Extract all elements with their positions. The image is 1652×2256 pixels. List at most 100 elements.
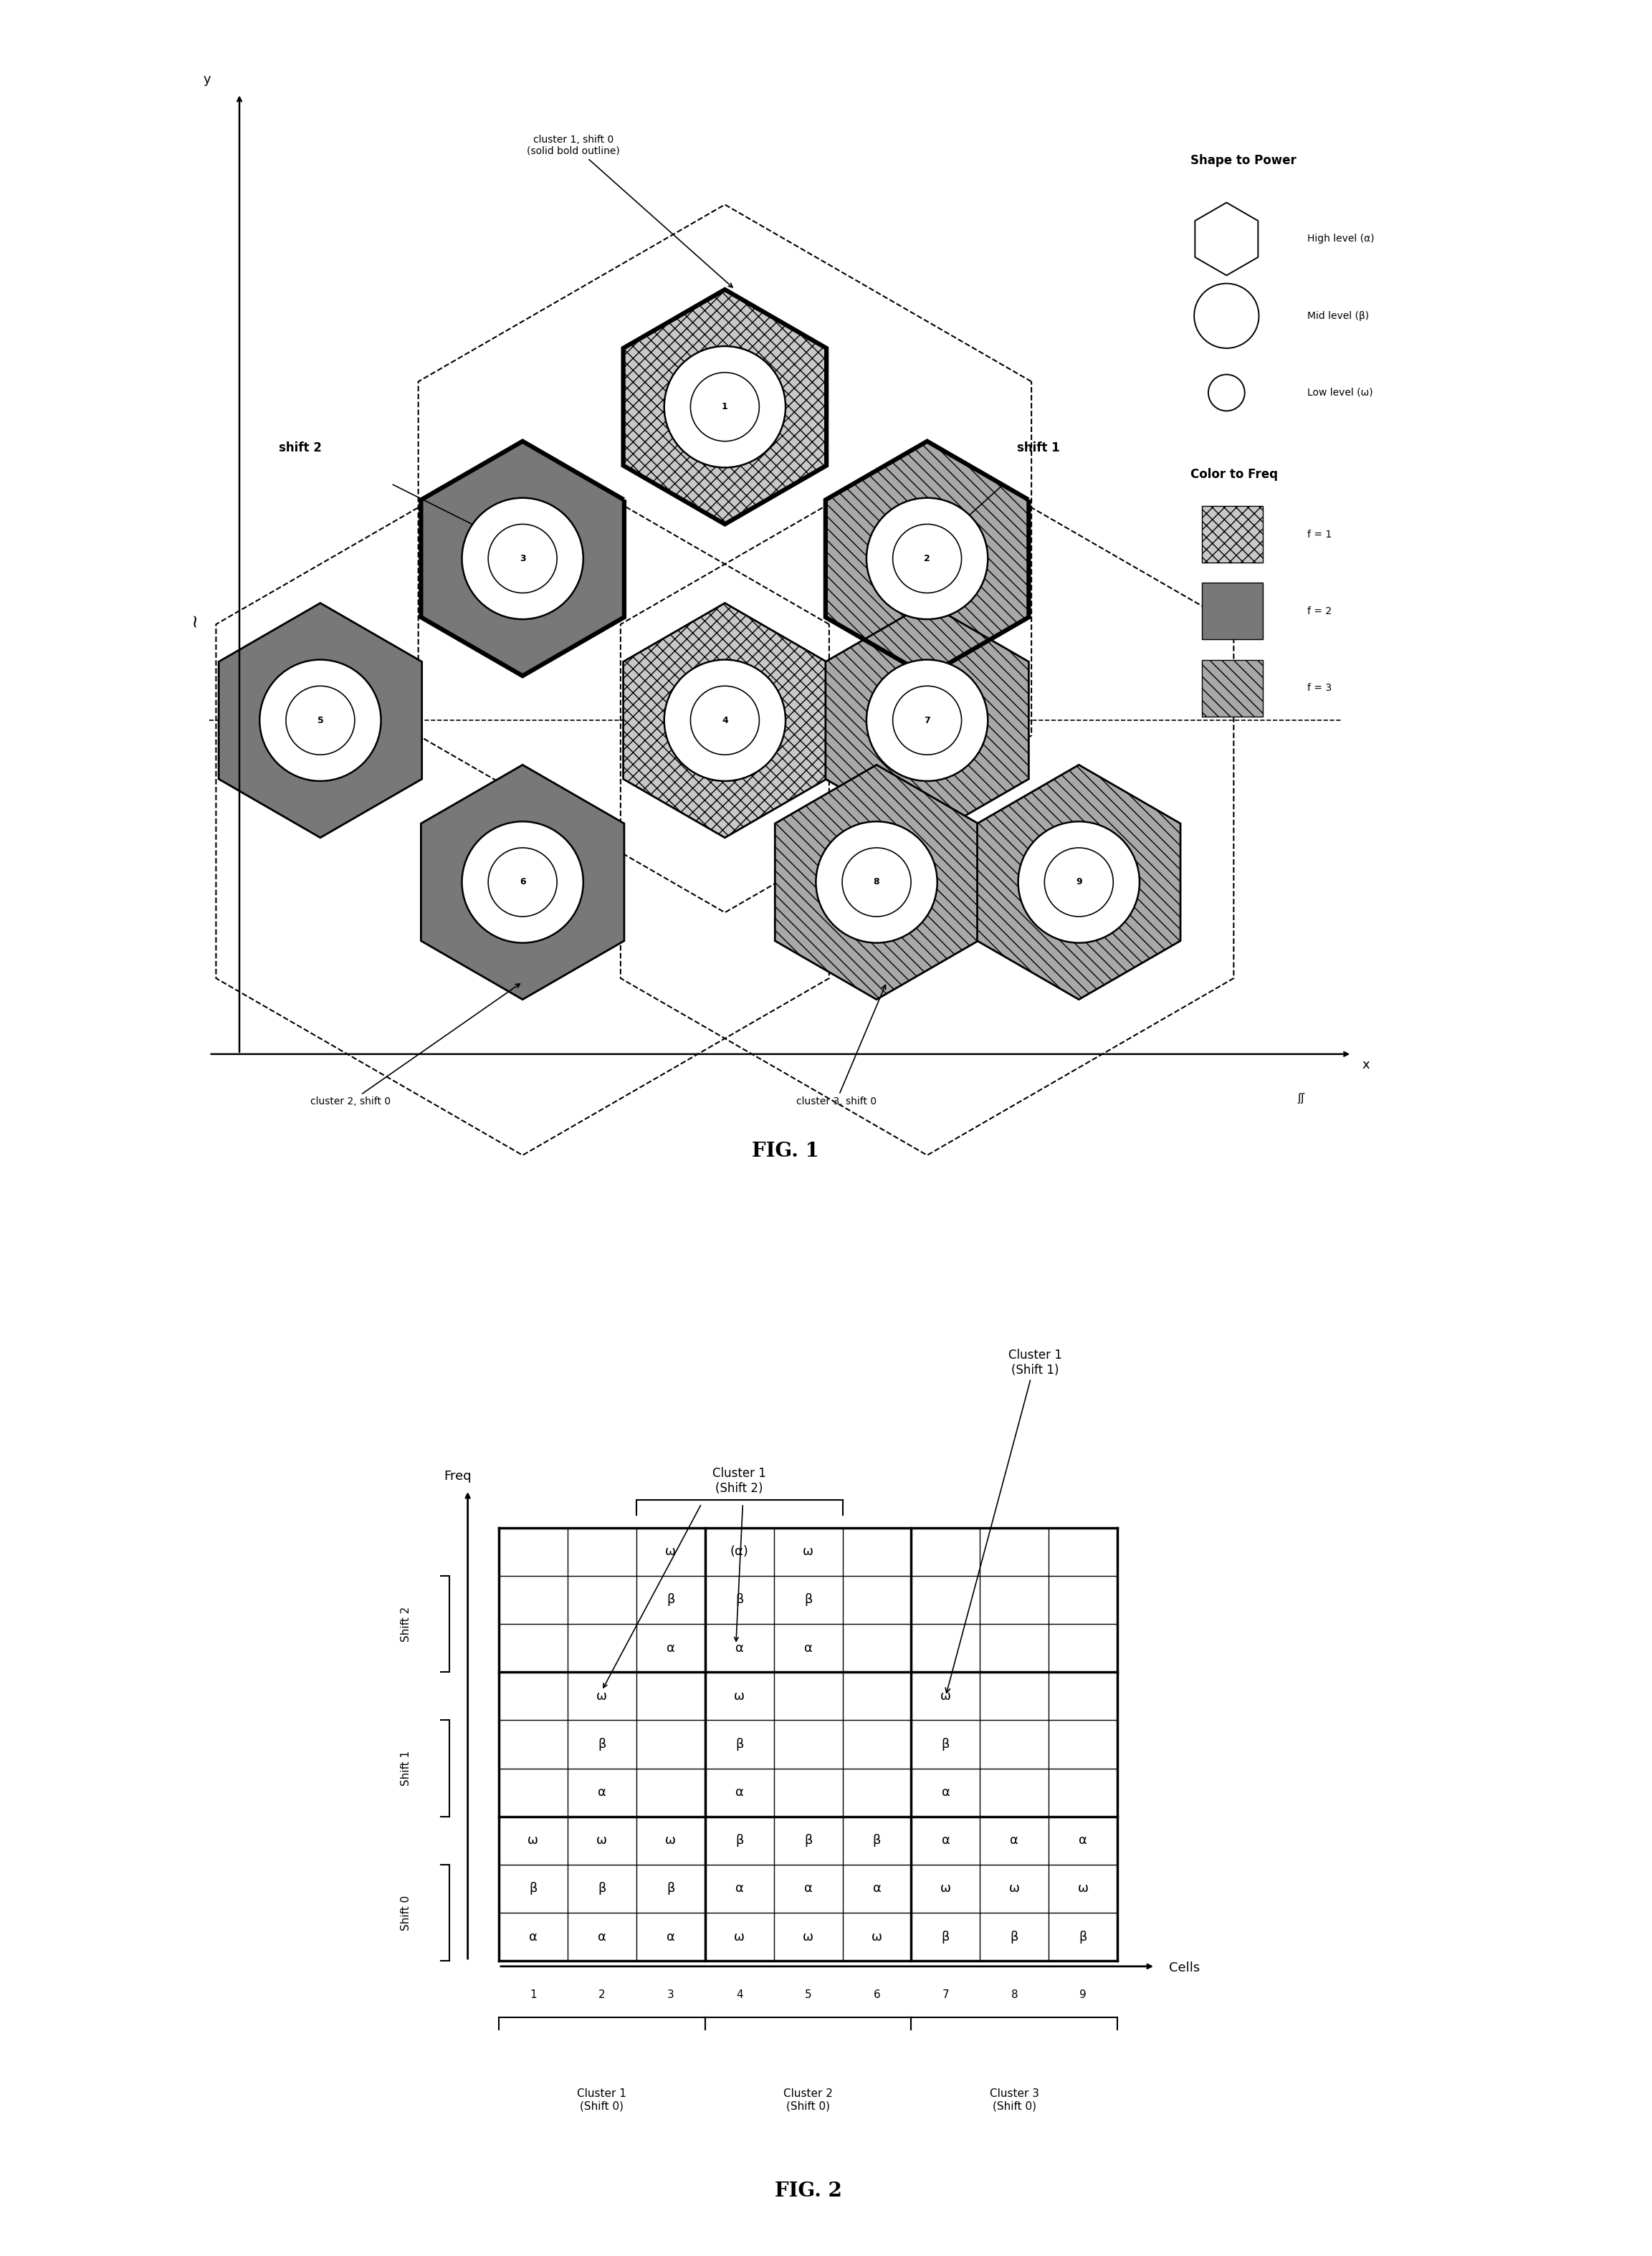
Circle shape [489,523,557,593]
Text: β: β [735,1593,743,1606]
Text: Shift 0: Shift 0 [400,1895,411,1931]
Text: 6: 6 [519,878,525,887]
Text: ω: ω [872,1931,882,1942]
Text: β: β [598,1737,606,1751]
Text: 7: 7 [923,715,930,724]
Text: β: β [805,1834,813,1848]
Text: Low level (ω): Low level (ω) [1307,388,1373,397]
Polygon shape [826,602,1029,837]
Text: 6: 6 [874,1990,881,2001]
Text: (α): (α) [730,1545,748,1559]
Circle shape [1208,374,1244,411]
Text: 9: 9 [1080,1990,1087,2001]
Text: shift 1: shift 1 [1018,442,1061,453]
Polygon shape [978,765,1181,999]
Circle shape [286,686,355,756]
Circle shape [691,686,760,756]
Text: ω: ω [666,1545,676,1559]
Polygon shape [623,289,826,523]
Text: ω: ω [940,1690,952,1703]
Text: β: β [666,1593,674,1606]
Polygon shape [623,602,826,837]
Text: Cells: Cells [1170,1960,1199,1974]
Text: α: α [666,1931,676,1942]
Text: ω: ω [666,1834,676,1848]
Text: ω: ω [596,1690,608,1703]
Text: 8: 8 [1011,1990,1018,2001]
Text: β: β [1011,1931,1019,1942]
Polygon shape [775,765,978,999]
Text: 3: 3 [667,1990,674,2001]
Text: 5: 5 [805,1990,811,2001]
Polygon shape [1194,203,1259,275]
Text: ω: ω [940,1882,952,1895]
Text: β: β [735,1834,743,1848]
Text: ω: ω [1077,1882,1089,1895]
Circle shape [866,659,988,781]
Text: f = 3: f = 3 [1307,684,1332,693]
Text: 4: 4 [722,715,729,724]
Circle shape [463,499,583,618]
Circle shape [463,821,583,943]
Text: α: α [735,1787,743,1798]
Circle shape [843,848,910,916]
Text: 8: 8 [874,878,879,887]
Text: ω: ω [803,1931,813,1942]
Text: β: β [666,1882,674,1895]
Text: α: α [942,1834,950,1848]
Text: ω: ω [527,1834,539,1848]
Text: cluster 1, shift 0
(solid bold outline): cluster 1, shift 0 (solid bold outline) [527,135,732,287]
Circle shape [892,686,961,756]
Text: α: α [805,1642,813,1654]
Text: f = 1: f = 1 [1307,530,1332,539]
Text: shift 2: shift 2 [279,442,322,453]
Text: 1: 1 [530,1990,537,2001]
Text: ∼: ∼ [187,611,203,627]
Text: β: β [735,1737,743,1751]
Circle shape [1194,284,1259,347]
Text: β: β [805,1593,813,1606]
Text: α: α [598,1931,606,1942]
Circle shape [664,345,786,467]
Circle shape [892,523,961,593]
Text: β: β [942,1737,950,1751]
Text: 2: 2 [598,1990,605,2001]
Polygon shape [218,602,421,837]
Text: High level (α): High level (α) [1307,235,1374,244]
Polygon shape [421,442,624,677]
Text: 9: 9 [1075,878,1082,887]
Text: α: α [872,1882,881,1895]
Text: y: y [203,72,210,86]
Circle shape [691,372,760,442]
Text: FIG. 2: FIG. 2 [775,2182,843,2202]
Circle shape [664,659,786,781]
Text: Shift 2: Shift 2 [400,1606,411,1642]
Polygon shape [421,765,624,999]
Text: cluster 2, shift 0: cluster 2, shift 0 [311,984,520,1108]
Text: α: α [529,1931,537,1942]
Circle shape [259,659,382,781]
Circle shape [489,848,557,916]
Text: x: x [1361,1058,1370,1072]
Text: α: α [735,1642,743,1654]
Text: FIG. 1: FIG. 1 [752,1142,819,1162]
Text: 4: 4 [735,1990,743,2001]
Bar [1203,659,1262,717]
Circle shape [866,499,988,618]
Text: ω: ω [733,1931,745,1942]
Text: Shift 1: Shift 1 [400,1751,411,1787]
Bar [1203,505,1262,562]
Text: β: β [872,1834,881,1848]
Circle shape [1018,821,1140,943]
Text: ω: ω [733,1690,745,1703]
Text: α: α [735,1882,743,1895]
Text: Cluster 1
(Shift 2): Cluster 1 (Shift 2) [712,1466,767,1496]
Text: 2: 2 [923,555,930,564]
Circle shape [816,821,937,943]
Text: ʃʃ: ʃʃ [1298,1094,1305,1103]
Text: 3: 3 [519,555,525,564]
Text: ω: ω [596,1834,608,1848]
Bar [1203,582,1262,638]
Text: 5: 5 [317,715,324,724]
Text: α: α [598,1787,606,1798]
